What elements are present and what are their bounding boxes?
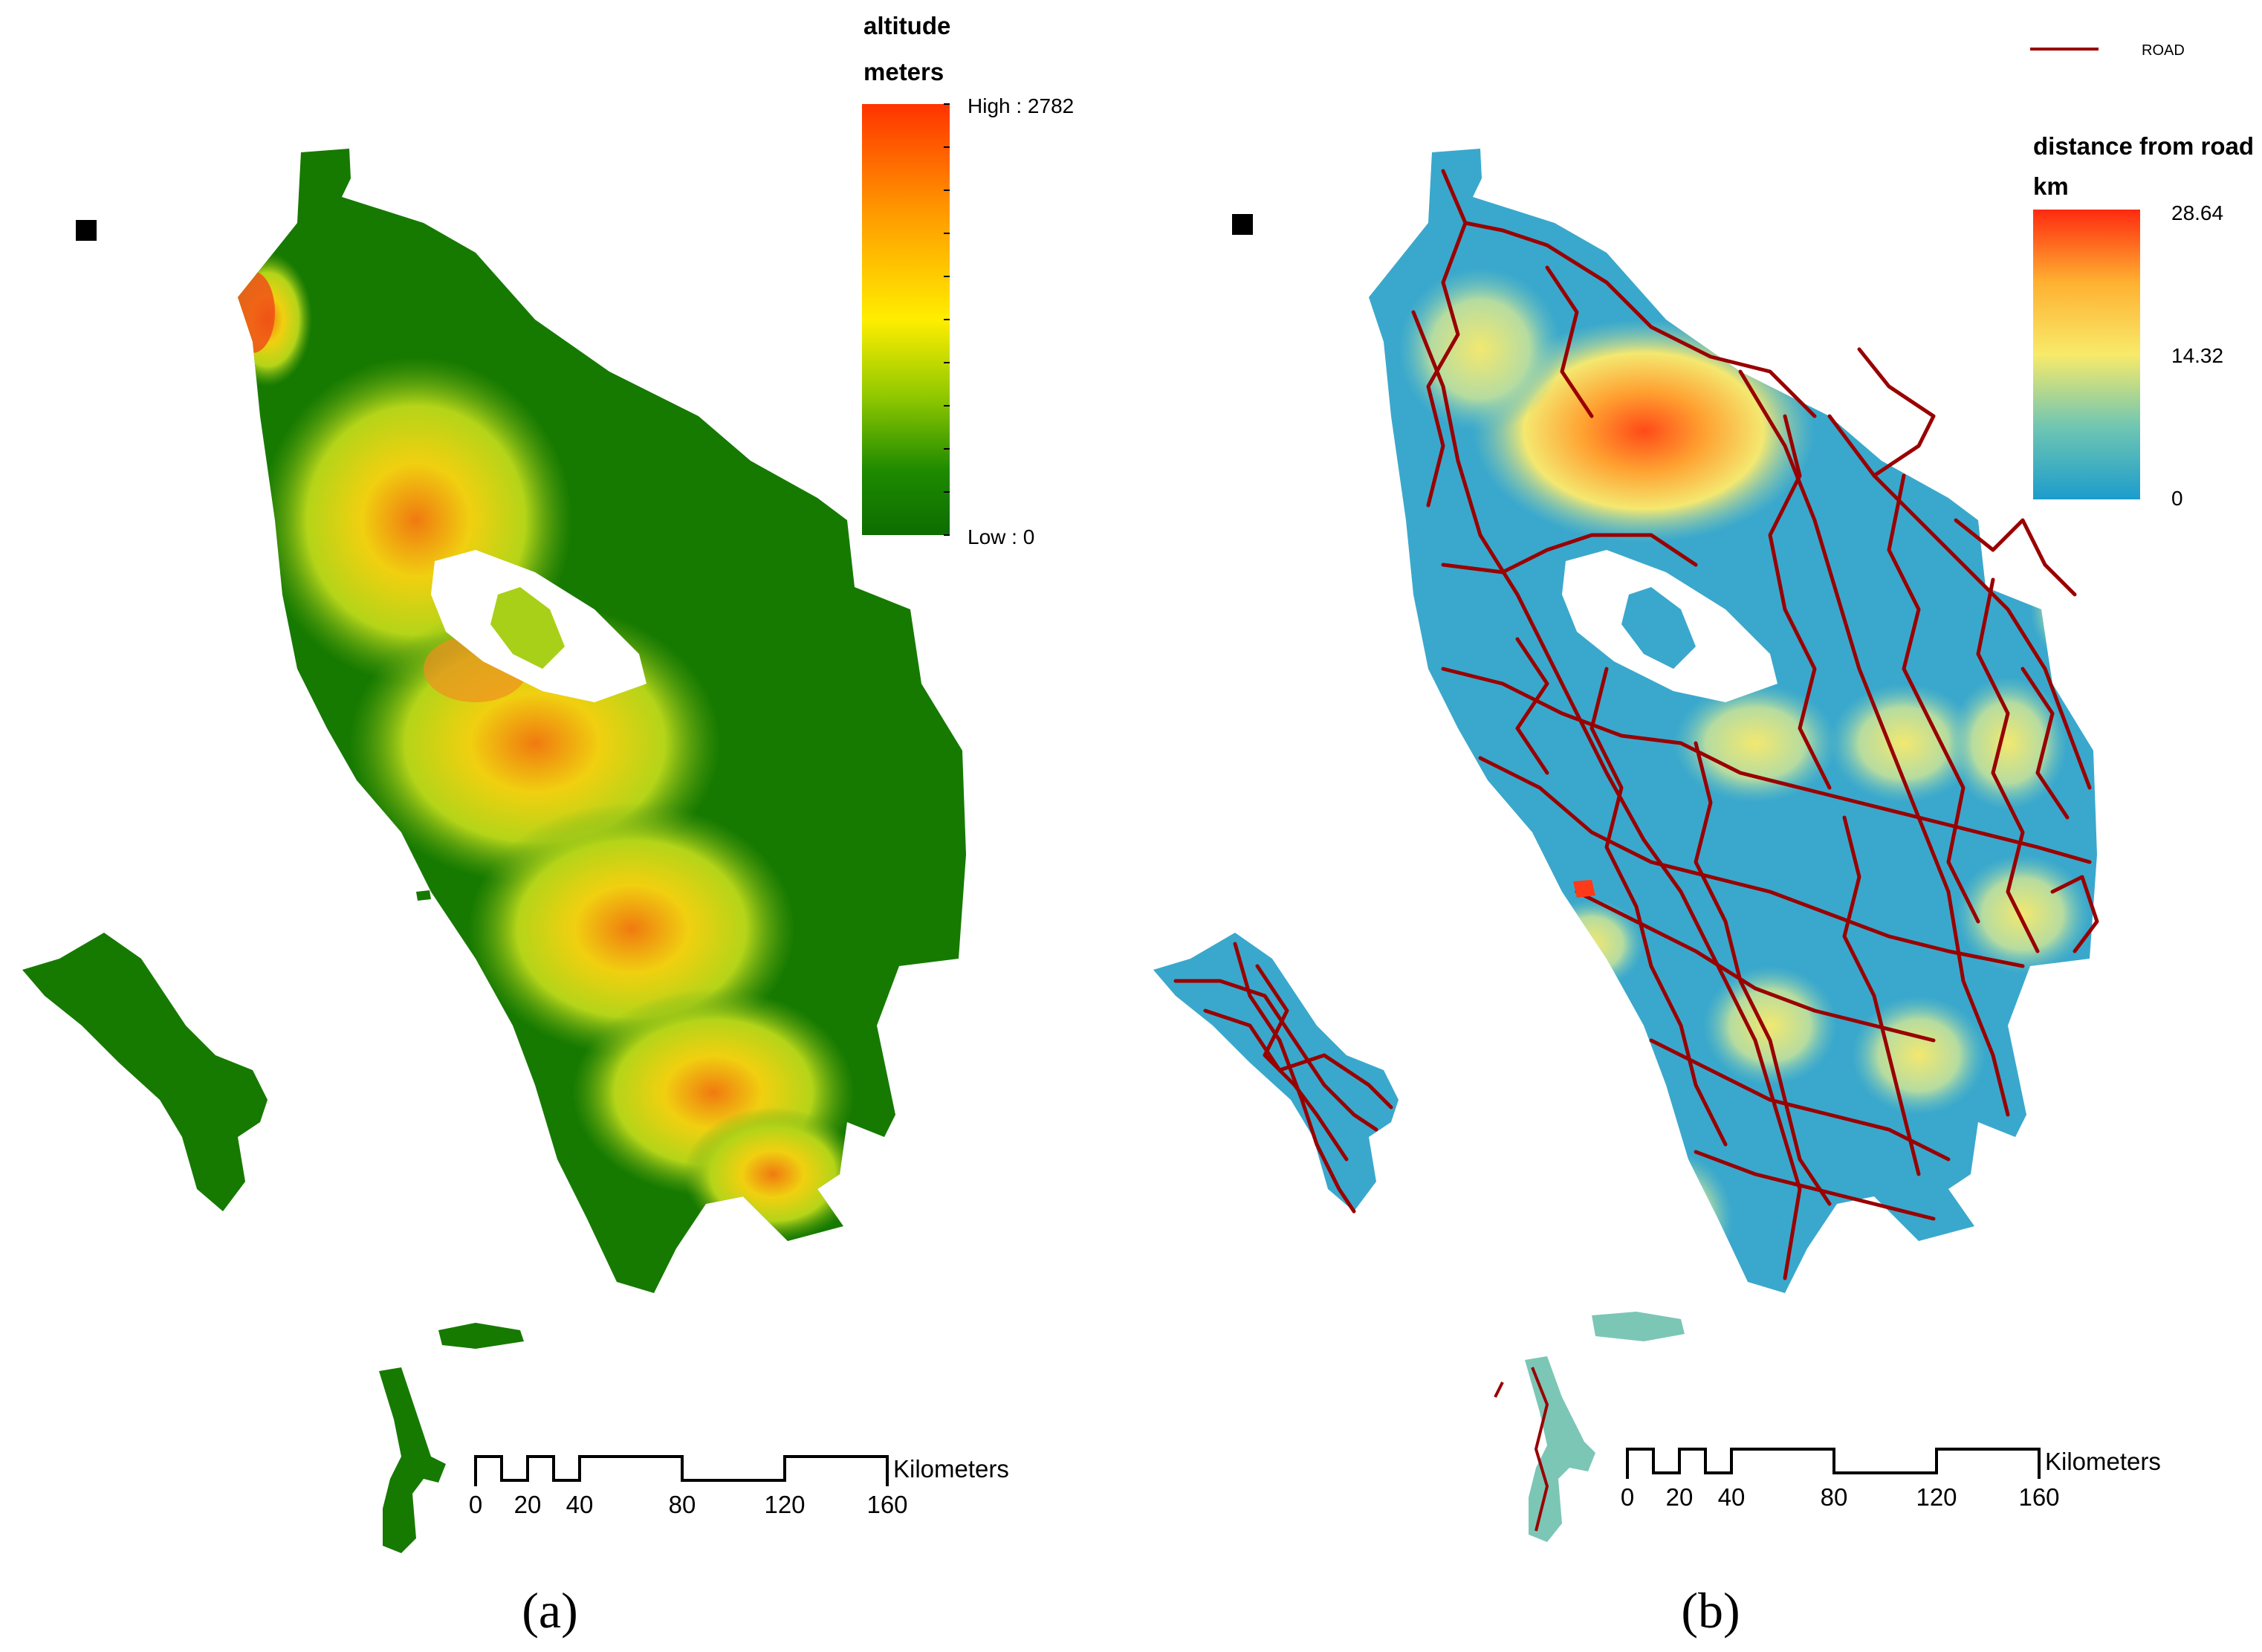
road-line [1426, 221, 1468, 508]
road-line [1441, 667, 2092, 864]
lake-island-shape [1621, 587, 1696, 669]
road-line [1575, 890, 1936, 1043]
road-line [1478, 756, 2025, 968]
road-line [1954, 518, 2077, 597]
altitude-legend-low-label: Low : 0 [968, 525, 1034, 548]
scale-bar-b-unit: Kilometers [2045, 1448, 2161, 1475]
altitude-legend-title-line1: altitude [863, 12, 950, 39]
map-point-marker [76, 220, 97, 241]
south-islet-1-shape [1592, 1312, 1685, 1341]
map-point-marker [1232, 214, 1253, 235]
south-islet-roads [1494, 1367, 1549, 1532]
west-speck-shape [416, 890, 431, 901]
road-line [1531, 1367, 1549, 1532]
scale-bar-a-line [474, 1455, 889, 1486]
road-line [1857, 347, 1936, 478]
offshore-speck-shape [1573, 880, 1595, 898]
panel-a-caption: (a) [522, 1582, 577, 1639]
road-line [1976, 577, 2040, 953]
distance-color-ramp [2033, 210, 2140, 499]
road-line [1233, 942, 1356, 1214]
road-line [1768, 414, 1832, 790]
road-line [1515, 637, 1549, 775]
road-legend: ROAD [2030, 42, 2185, 59]
scale-bar-b: Kilometers 0 20 40 80 120 160 [1621, 1448, 2161, 1511]
scale-bar-b-tick-20: 20 [1666, 1483, 1694, 1511]
road-line [1842, 815, 1921, 1176]
road-line [1738, 369, 2010, 1117]
altitude-legend-title-line2: meters [863, 58, 944, 85]
road-line [1694, 741, 1832, 1206]
altitude-legend-high-label: High : 2782 [968, 94, 1074, 117]
scale-bar-a-unit: Kilometers [893, 1455, 1009, 1483]
road-line [1441, 533, 1698, 574]
altitude-map-panel: altitude meters High : 2782 Low : 0 Kilo… [22, 12, 1074, 1639]
lake-island-shape [490, 587, 565, 669]
scale-bar-b-tick-40: 40 [1718, 1483, 1746, 1511]
distance-legend-title-line2: km [2033, 172, 2069, 200]
south-islet-2-shape [1525, 1356, 1595, 1542]
scale-bar-a-tick-120: 120 [764, 1491, 805, 1518]
scale-bar-a-tick-160: 160 [866, 1491, 907, 1518]
west-island-altitude-shape [22, 933, 268, 1211]
scale-bar-a-tick-0: 0 [469, 1491, 482, 1518]
scale-bar-b-tick-0: 0 [1621, 1483, 1634, 1511]
scale-bar-a-tick-80: 80 [669, 1491, 696, 1518]
highland-shading [238, 253, 862, 1241]
south-islet-1-shape [438, 1323, 524, 1349]
distance-legend-title-line1: distance from road [2033, 132, 2254, 160]
distance-legend-max-label: 28.64 [2171, 201, 2223, 224]
road-line [1411, 310, 1802, 1280]
scale-bar-a-tick-20: 20 [514, 1491, 542, 1518]
scale-bar-b-tick-80: 80 [1821, 1483, 1848, 1511]
road-network [1173, 169, 2099, 1280]
road-line [1255, 964, 1349, 1162]
south-islet-2-shape [379, 1367, 446, 1553]
altitude-ramp-ticks [944, 103, 950, 536]
road-line [1441, 169, 1817, 418]
distance-legend-min-label: 0 [2171, 487, 2183, 510]
scale-bar-b-line [1626, 1448, 2041, 1479]
scale-bar-b-tick-120: 120 [1916, 1483, 1957, 1511]
panel-b-caption: (b) [1681, 1582, 1740, 1639]
distance-legend: distance from road km 28.64 14.32 0 [2033, 132, 2254, 510]
road-line [2050, 875, 2099, 953]
road-line [1694, 1150, 1936, 1221]
road-line [2020, 667, 2070, 820]
road-distance-map-panel: ROAD [1153, 42, 2254, 1639]
road-line [1589, 667, 1728, 1147]
road-line [1887, 473, 1980, 924]
altitude-color-ramp [862, 104, 950, 535]
altitude-legend: altitude meters High : 2782 Low : 0 [862, 12, 1074, 548]
road-legend-label: ROAD [2142, 42, 2185, 59]
road-line [1203, 1008, 1393, 1110]
scale-bar-a-tick-40: 40 [566, 1491, 594, 1518]
road-line [1173, 979, 1378, 1132]
road-line [1545, 265, 1594, 418]
road-line [1649, 1038, 1951, 1162]
scale-bar-a: Kilometers 0 20 40 80 120 160 [469, 1455, 1009, 1518]
west-island-distance-shape [1153, 933, 1399, 1211]
road-line [1494, 1381, 1504, 1398]
scale-bar-b-tick-160: 160 [2018, 1483, 2059, 1511]
road-line [1827, 414, 2092, 790]
distance-legend-mid-label: 14.32 [2171, 344, 2223, 367]
